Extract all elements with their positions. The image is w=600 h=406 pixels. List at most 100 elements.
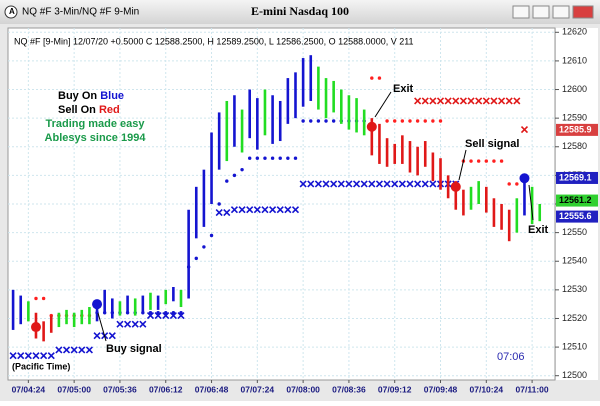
signal-dot (450, 181, 461, 192)
signal-dot (92, 299, 103, 310)
stop-dot (370, 76, 374, 80)
stop-cross (490, 97, 498, 105)
stop-cross (291, 206, 300, 214)
arrow (528, 184, 534, 221)
stop-cross (131, 320, 139, 328)
stop-cross (40, 352, 48, 360)
x-tick-label: 07/10:24 (470, 384, 504, 394)
x-tick-label: 07/09:12 (378, 384, 412, 394)
price-marker-label: 12555.6 (559, 211, 592, 221)
stop-cross (55, 346, 63, 354)
maximize-button[interactable] (552, 5, 570, 19)
app-icon (4, 5, 18, 19)
info-line: NQ #F [9-Min] 12/07/20 +0.5000 C 12588.2… (14, 36, 414, 46)
arrow (97, 312, 107, 342)
x-tick-label: 07/06:48 (195, 384, 229, 394)
stop-cross (146, 312, 155, 320)
stop-cross (284, 206, 292, 214)
marks (9, 55, 542, 360)
stop-dot (171, 311, 176, 315)
stop-cross (375, 180, 384, 188)
stop-cross (17, 352, 25, 360)
stop-cross (429, 180, 437, 188)
restore-button[interactable] (532, 5, 550, 19)
stop-dot (331, 119, 336, 123)
stop-cross (414, 97, 422, 105)
price-marker-label: 12561.2 (559, 195, 592, 205)
annotation: Trading made easy (45, 118, 145, 130)
annotation: Exit (393, 83, 414, 95)
stop-cross (230, 206, 238, 214)
stop-cross (70, 346, 78, 354)
stop-cross (452, 97, 460, 105)
y-tick-label: 12620 (562, 27, 587, 37)
stop-cross (505, 97, 513, 105)
y-tick-label: 12500 (562, 370, 587, 380)
signal-dot (366, 121, 377, 132)
stop-dot (41, 296, 46, 301)
window-title: NQ #F 3-Min/NQ #F 9-Min (22, 7, 139, 18)
x-tick-label: 07/08:36 (332, 384, 366, 394)
stop-dot (507, 182, 511, 186)
stop-dot (476, 159, 481, 163)
stop-cross (261, 206, 269, 214)
stop-cross (24, 352, 32, 360)
x-tick-label: 07/11:00 (516, 384, 549, 394)
arrow (458, 149, 467, 181)
price-marker (556, 123, 598, 136)
price-marker (556, 171, 598, 184)
stop-dot (316, 119, 321, 123)
stop-dot (309, 119, 313, 123)
stop-dot (377, 76, 382, 80)
stop-cross (444, 97, 452, 105)
y-tick-label: 12510 (562, 341, 587, 351)
stop-cross (93, 332, 101, 340)
annotation: Blue (100, 90, 124, 102)
stop-cross (436, 97, 445, 105)
stop-dot (484, 159, 489, 163)
stop-dot (393, 119, 397, 123)
stop-cross (414, 180, 422, 188)
stop-cross (398, 180, 406, 188)
y-tick-label: 12540 (562, 256, 587, 266)
signal-dot (519, 173, 530, 184)
stop-cross (32, 352, 40, 360)
x-tick-label: 07/06:12 (149, 384, 183, 394)
x-tick-label: 07/04:24 (12, 384, 46, 394)
stop-cross (47, 352, 55, 360)
price-marker-label: 12569.1 (559, 172, 592, 182)
stop-cross (467, 97, 475, 105)
stop-dot (179, 311, 183, 315)
stop-dot (431, 119, 435, 123)
stop-cross (162, 312, 170, 320)
x-tick-label: 07/05:36 (103, 384, 137, 394)
signal-dot (30, 322, 41, 333)
stop-cross (429, 97, 437, 105)
stop-cross (314, 180, 322, 188)
stop-cross (85, 346, 93, 354)
stop-cross (383, 180, 391, 188)
stop-dot (415, 119, 420, 123)
stop-cross (276, 206, 284, 214)
price-marker-label: 12585.9 (559, 124, 592, 134)
annotation: Sell On Red (58, 104, 120, 116)
stop-dot (438, 119, 443, 123)
close-button[interactable] (572, 5, 594, 19)
y-tick-label: 12530 (562, 284, 587, 294)
stop-dot (278, 156, 282, 160)
stop-dot (232, 173, 237, 178)
price-marker (556, 210, 598, 223)
stop-dot (225, 179, 229, 183)
stop-cross (9, 352, 17, 360)
stop-cross (62, 346, 71, 354)
annotation: Buy On (58, 90, 97, 102)
stop-cross (215, 209, 223, 217)
stop-dot (263, 156, 267, 160)
x-tick-label: 07/07:24 (241, 384, 275, 394)
stop-cross (154, 312, 162, 320)
stop-cross (238, 206, 246, 214)
stop-cross (307, 180, 315, 188)
stop-dot (270, 156, 275, 160)
minimize-button[interactable] (512, 5, 530, 19)
